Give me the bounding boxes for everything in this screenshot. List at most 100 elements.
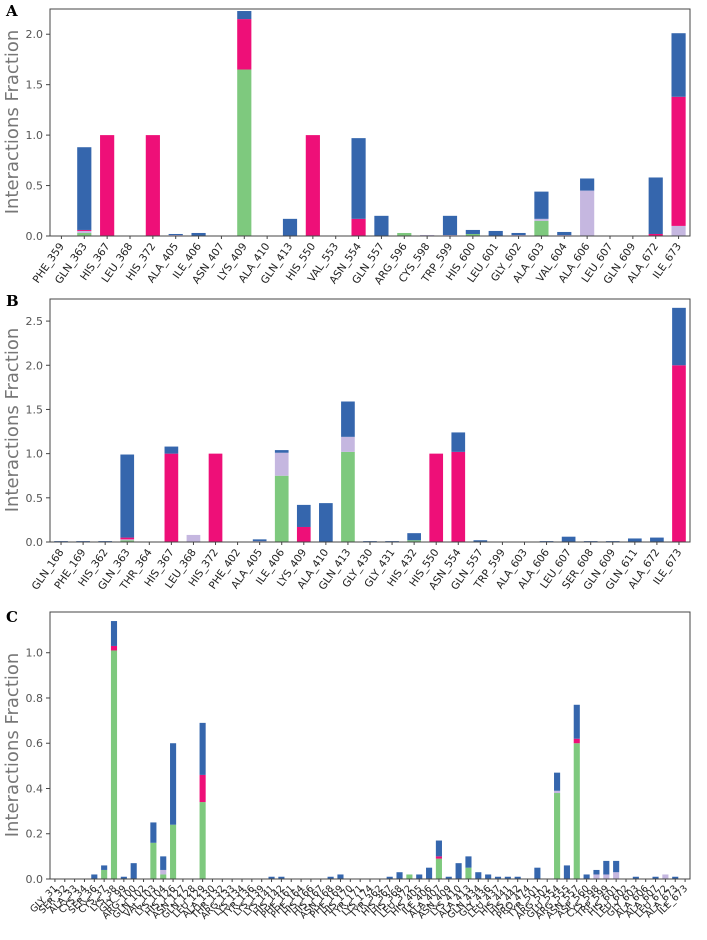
bar-water-bridge (170, 743, 177, 825)
y-axis-label: Interactions Fraction (2, 30, 23, 215)
bar-water-bridge (191, 232, 206, 236)
bar-ionic (351, 218, 366, 236)
bar-hbond (465, 867, 472, 879)
bar-water-bridge (672, 307, 686, 366)
y-tick-label: 0.6 (26, 737, 44, 750)
bar-hbond (110, 650, 118, 879)
bar-water-bridge (671, 33, 686, 97)
bar-hydrophobic (274, 452, 289, 476)
bar-hbond (160, 874, 167, 879)
bar-water-bridge (557, 231, 572, 235)
bar-water-bridge (168, 233, 183, 235)
bar-water-bridge (278, 876, 285, 879)
panel-label: B (6, 292, 19, 310)
bar-water-bridge (416, 874, 423, 879)
chart-panel-b: B Interactions Fraction 0.0 0.5 1.0 1.5 2.0 2.5… (2, 292, 691, 593)
bar-water-bridge (554, 772, 561, 791)
bar-ionic (672, 365, 686, 542)
bar-hydrophobic (186, 534, 201, 542)
bar-water-bridge (534, 191, 549, 219)
bar-water-bridge (237, 11, 252, 20)
bar-water-bridge (473, 540, 488, 542)
bar-water-bridge (573, 704, 580, 739)
bar-water-bridge (252, 539, 267, 542)
bar-hydrophobic (557, 234, 572, 236)
bar-hbond (150, 842, 157, 879)
bar-water-bridge (603, 860, 610, 875)
bar-hbond (397, 232, 412, 236)
bar-ionic (77, 229, 92, 231)
bar-ionic (120, 537, 135, 540)
y-tick-label: 0.5 (26, 180, 44, 193)
bar-ionic (573, 738, 580, 744)
bar-water-bridge (337, 874, 344, 879)
bar-water-bridge (282, 218, 298, 236)
y-tick-label: 1.0 (26, 448, 44, 461)
bar-ionic (429, 453, 444, 542)
bar-water-bridge (485, 874, 492, 879)
bar-ionic (296, 526, 311, 542)
bar-ionic (164, 453, 179, 542)
bar-water-bridge (583, 874, 590, 879)
panel-label: A (5, 2, 18, 20)
bar-hbond (465, 233, 480, 236)
bar-water-bridge (91, 874, 98, 879)
bar-water-bridge (465, 856, 472, 868)
bar-water-bridge (101, 865, 108, 870)
bar-water-bridge (199, 722, 206, 775)
bar-ionic (237, 19, 252, 70)
bar-water-bridge (514, 876, 521, 879)
y-tick-label: 2.0 (26, 28, 44, 41)
y-tick-label: 0.8 (26, 692, 44, 705)
bar-ionic (100, 135, 115, 236)
bar-water-bridge (627, 538, 642, 542)
bar-water-bridge (580, 178, 595, 191)
y-tick-label: 1.5 (26, 403, 44, 416)
bar-ionic (145, 135, 160, 236)
bar-hbond (407, 540, 421, 542)
bar-water-bridge (650, 537, 664, 542)
bar-water-bridge (534, 867, 541, 879)
bar-hydrophobic (603, 874, 610, 879)
bar-ionic (305, 135, 320, 236)
bar-water-bridge (593, 869, 600, 875)
bar-water-bridge (386, 876, 393, 879)
y-tick-label: 2.0 (26, 359, 44, 372)
bar-hydrophobic (77, 230, 92, 233)
y-tick-label: 0.2 (26, 828, 44, 841)
chart-panel-c: C Interactions Fraction 0.0 0.2 0.4 0.6 0.8 1.0… (2, 608, 691, 922)
bar-hbond (120, 540, 135, 542)
y-tick-label: 0.4 (26, 782, 44, 795)
bar-water-bridge (426, 867, 433, 879)
bar-ionic (208, 453, 223, 542)
bar-hbond (101, 869, 108, 879)
bar-hydrophobic (511, 234, 526, 236)
bar-hydrophobic (662, 874, 669, 879)
y-tick-label: 2.5 (26, 315, 44, 328)
y-tick-label: 0.0 (26, 536, 44, 549)
bar-water-bridge (561, 536, 576, 542)
bar-hbond (554, 793, 561, 879)
y-tick-label: 1.5 (26, 79, 44, 92)
bar-hbond (406, 874, 413, 879)
plot-frame (49, 611, 691, 880)
bar-water-bridge (77, 147, 92, 230)
bar-hbond (170, 824, 177, 879)
bar-hydrophobic (341, 436, 355, 452)
bar-ionic (451, 451, 466, 542)
bar-hydrophobic (442, 234, 458, 236)
bar-ionic (435, 856, 442, 859)
bar-hydrophobic (160, 869, 167, 875)
y-tick-label: 0.0 (26, 230, 44, 243)
bar-ionic (199, 774, 206, 803)
bar-water-bridge (296, 504, 311, 527)
bar-water-bridge (164, 446, 179, 454)
bar-hydrophobic (593, 874, 600, 879)
bar-ionic (648, 233, 663, 236)
bar-water-bridge (150, 822, 157, 843)
bar-hbond (77, 232, 92, 236)
y-axis-label: Interactions Fraction (2, 328, 23, 513)
bar-water-bridge (672, 876, 679, 879)
y-tick-label: 1.0 (26, 647, 44, 660)
